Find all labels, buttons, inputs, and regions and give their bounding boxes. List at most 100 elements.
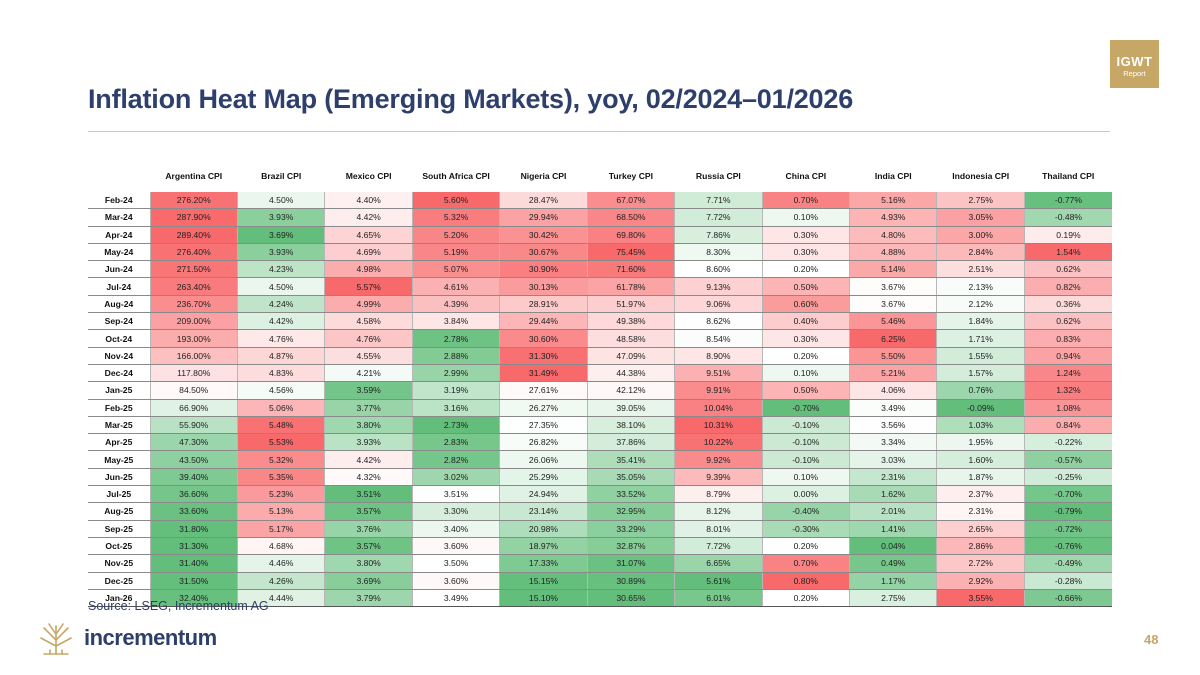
heat-cell: 61.78% bbox=[586, 277, 675, 296]
heat-cell: 2.01% bbox=[849, 502, 937, 521]
heat-cell: 5.13% bbox=[236, 502, 325, 521]
heat-cell: 10.04% bbox=[674, 399, 763, 417]
row-date-label: Jul-25 bbox=[88, 485, 151, 504]
heat-cell: -0.09% bbox=[936, 399, 1025, 417]
heat-cell: 9.06% bbox=[674, 295, 763, 314]
heat-cell: 35.05% bbox=[586, 468, 675, 487]
header-date-corner bbox=[88, 163, 150, 191]
heat-cell: 67.07% bbox=[586, 188, 675, 210]
source-note: Source: LSEG, Incrementum AG bbox=[88, 599, 269, 613]
heat-cell: 5.53% bbox=[236, 433, 325, 452]
heat-cell: 5.57% bbox=[324, 277, 413, 296]
heat-cell: 47.30% bbox=[149, 433, 238, 452]
heat-cell: 0.30% bbox=[761, 243, 850, 262]
heat-cell: 20.98% bbox=[499, 520, 588, 538]
heat-cell: 36.60% bbox=[149, 485, 238, 504]
heat-cell: 17.33% bbox=[499, 554, 588, 573]
heat-cell: 0.83% bbox=[1023, 329, 1112, 348]
table-row: Aug-24 236.70% 4.24% 4.99% 4.39% 28.91% 51.97%… bbox=[88, 295, 1112, 314]
heat-cell: 39.40% bbox=[149, 468, 238, 487]
title-divider bbox=[88, 131, 1110, 132]
heat-cell: 4.24% bbox=[236, 295, 325, 314]
heat-cell: 3.34% bbox=[849, 433, 937, 452]
heat-cell: 2.92% bbox=[936, 572, 1025, 590]
row-date-label: May-24 bbox=[88, 243, 151, 262]
heat-cell: 2.84% bbox=[936, 243, 1025, 262]
row-date-label: Dec-24 bbox=[88, 364, 151, 383]
heat-cell: 4.88% bbox=[849, 243, 937, 262]
heat-cell: 9.51% bbox=[674, 364, 763, 383]
table-row: Jul-25 36.60% 5.23% 3.51% 3.51% 24.94% 33.52% 8… bbox=[88, 485, 1112, 504]
heat-cell: 7.86% bbox=[674, 226, 763, 244]
heat-cell: 5.60% bbox=[411, 188, 500, 210]
incrementum-logo: incrementum bbox=[38, 620, 217, 656]
heat-cell: 9.92% bbox=[674, 450, 763, 469]
heat-cell: 18.97% bbox=[499, 537, 588, 556]
heat-cell: 4.42% bbox=[324, 450, 413, 469]
heat-cell: 66.90% bbox=[149, 399, 238, 417]
table-row: Feb-24 276.20% 4.50% 4.40% 5.60% 28.47% 67.07%… bbox=[88, 188, 1112, 210]
heat-cell: 4.50% bbox=[236, 277, 325, 296]
heat-cell: 0.60% bbox=[761, 295, 850, 314]
heat-cell: 31.07% bbox=[586, 554, 675, 573]
heat-cell: 3.60% bbox=[411, 572, 500, 590]
heat-cell: 5.20% bbox=[411, 226, 500, 244]
heat-cell: 48.58% bbox=[586, 329, 675, 348]
heat-cell: 0.20% bbox=[761, 260, 850, 279]
heat-cell: 0.49% bbox=[849, 554, 937, 573]
heat-cell: 5.46% bbox=[849, 312, 937, 331]
column-header: China CPI bbox=[785, 171, 827, 181]
heat-cell: -0.70% bbox=[761, 399, 850, 417]
heat-cell: 9.13% bbox=[674, 277, 763, 296]
column-header: Mexico CPI bbox=[345, 171, 392, 181]
row-date-label: Jun-25 bbox=[88, 468, 151, 487]
table-row: Oct-25 31.30% 4.68% 3.57% 3.60% 18.97% 32.87% 7… bbox=[88, 537, 1112, 556]
heat-cell: 4.44% bbox=[236, 589, 325, 608]
heat-cell: 1.32% bbox=[1023, 381, 1112, 400]
heat-cell: 5.23% bbox=[236, 485, 325, 504]
row-date-label: Aug-25 bbox=[88, 502, 151, 521]
heat-cell: 3.80% bbox=[324, 416, 413, 435]
table-row: Dec-24 117.80% 4.83% 4.21% 2.99% 31.49% 44.38%… bbox=[88, 364, 1112, 383]
heat-cell: 5.50% bbox=[849, 347, 937, 365]
heat-cell: 4.68% bbox=[236, 537, 325, 556]
heat-cell: 1.24% bbox=[1023, 364, 1112, 383]
heat-cell: 3.57% bbox=[324, 502, 413, 521]
heat-cell: 28.91% bbox=[499, 295, 588, 314]
heat-cell: 4.76% bbox=[236, 329, 325, 348]
column-header: Brazil CPI bbox=[261, 171, 302, 181]
heat-cell: 3.55% bbox=[936, 589, 1025, 608]
heat-cell: 27.35% bbox=[499, 416, 588, 435]
heat-cell: 0.20% bbox=[761, 589, 850, 608]
row-date-label: Apr-25 bbox=[88, 433, 151, 452]
heat-cell: 3.40% bbox=[411, 520, 500, 538]
row-date-label: May-25 bbox=[88, 450, 151, 469]
heat-cell: 32.95% bbox=[586, 502, 675, 521]
heat-cell: 47.09% bbox=[586, 347, 675, 365]
heat-cell: 3.60% bbox=[411, 537, 500, 556]
heat-cell: 3.57% bbox=[324, 537, 413, 556]
heat-cell: 30.67% bbox=[499, 243, 588, 262]
heat-cell: 8.90% bbox=[674, 347, 763, 365]
row-date-label: Mar-25 bbox=[88, 416, 151, 435]
heat-cell: 2.31% bbox=[936, 502, 1025, 521]
table-row: Dec-25 31.50% 4.26% 3.69% 3.60% 15.15% 30.89% 5… bbox=[88, 572, 1112, 590]
heat-cell: 3.05% bbox=[936, 208, 1025, 227]
heat-cell: 37.86% bbox=[586, 433, 675, 452]
column-header: Argentina CPI bbox=[165, 171, 223, 181]
heat-cell: 3.16% bbox=[411, 399, 500, 417]
table-row: Jul-24 263.40% 4.50% 5.57% 4.61% 30.13% 61.78%… bbox=[88, 277, 1112, 296]
table-row: Jan-26 32.40% 4.44% 3.79% 3.49% 15.10% 30.65% 6… bbox=[88, 589, 1112, 608]
row-date-label: Sep-24 bbox=[88, 312, 151, 331]
table-row: Jan-25 84.50% 4.56% 3.59% 3.19% 27.61% 42.12% 9… bbox=[88, 381, 1112, 400]
heat-cell: 5.06% bbox=[236, 399, 325, 417]
heat-cell: 9.91% bbox=[674, 381, 763, 400]
heat-cell: -0.22% bbox=[1023, 433, 1112, 452]
table-row: May-24 276.40% 3.93% 4.69% 5.19% 30.67% 75.45%… bbox=[88, 243, 1112, 262]
heat-cell: 5.16% bbox=[849, 188, 937, 210]
heat-cell: 2.51% bbox=[936, 260, 1025, 279]
row-date-label: Dec-25 bbox=[88, 572, 151, 590]
heat-cell: 289.40% bbox=[149, 226, 238, 244]
heat-cell: 49.38% bbox=[586, 312, 675, 331]
heat-cell: 0.04% bbox=[849, 537, 937, 556]
